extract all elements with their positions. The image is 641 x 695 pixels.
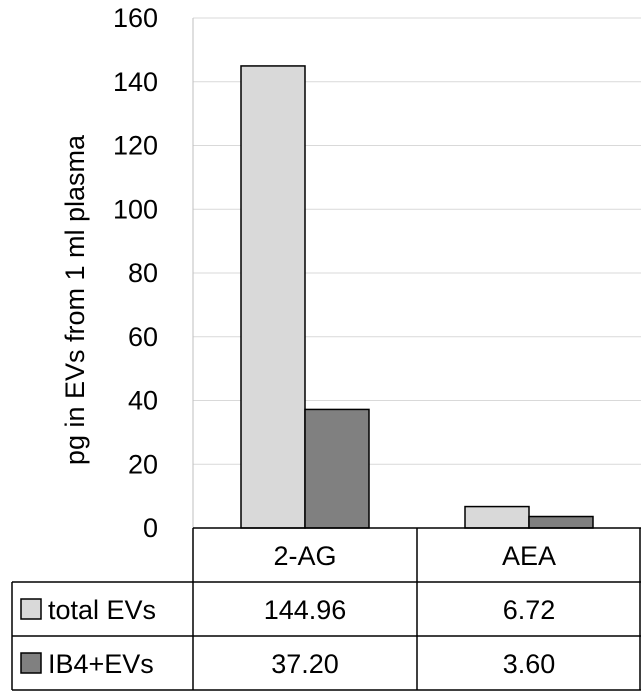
y-tick-label: 140 — [113, 67, 158, 97]
x-category-label: AEA — [502, 541, 556, 571]
y-tick-label: 60 — [128, 322, 158, 352]
y-tick-label: 80 — [128, 258, 158, 288]
bar — [528, 515, 594, 529]
y-tick-label: 20 — [128, 449, 158, 479]
bar — [304, 408, 370, 529]
y-tick-label: 0 — [143, 513, 158, 543]
y-tick-label: 100 — [113, 194, 158, 224]
data-label: 3.60 — [503, 649, 556, 679]
y-tick-labels: 0 20 40 60 80 100 120 140 160 — [113, 3, 158, 543]
legend-swatch — [20, 652, 42, 674]
x-category-label: 2-AG — [273, 541, 336, 571]
legend-label: IB4+EVs — [48, 649, 154, 679]
legend-label: total EVs — [48, 595, 156, 625]
bar — [464, 505, 530, 529]
data-label: 6.72 — [503, 595, 556, 625]
data-table: 2-AG AEA total EVs 144.96 6.72 IB4+EVs 37.20 3.… — [11, 527, 641, 691]
y-tick-label: 160 — [113, 3, 158, 33]
legend-swatch — [20, 598, 42, 620]
data-label: 144.96 — [264, 595, 347, 625]
bars — [240, 65, 594, 529]
y-tick-label: 40 — [128, 386, 158, 416]
y-axis-label: pg in EVs from 1 ml plasma — [60, 134, 90, 465]
data-label: 37.20 — [271, 649, 339, 679]
y-tick-label: 120 — [113, 131, 158, 161]
bar — [240, 65, 306, 529]
